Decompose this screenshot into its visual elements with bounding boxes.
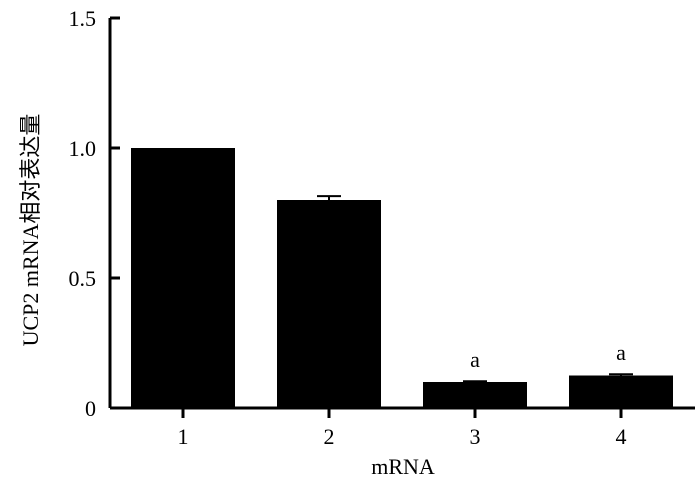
y-ticks-group: 0 0.5 1.0 1.5 [69,6,120,421]
x-axis-label: mRNA [371,454,435,479]
bar [277,200,381,408]
y-tick-label: 0.5 [69,266,97,291]
y-axis-label: UCP2 mRNA相对表达量 [18,114,43,347]
x-tick-label: 4 [616,424,627,449]
x-tick-label: 1 [178,424,189,449]
x-tick-label: 2 [324,424,335,449]
bar [131,148,235,408]
bar [569,375,673,408]
significance-label: a [616,340,626,365]
x-tick-label: 3 [470,424,481,449]
bars-group [131,148,673,408]
y-tick-label: 0 [85,396,96,421]
y-tick-label: 1.5 [69,6,97,31]
bar [423,382,527,408]
error-bars-group [317,195,633,383]
x-ticks-group: 1 2 3 4 [178,408,627,449]
y-tick-label: 1.0 [69,136,97,161]
significance-label: a [470,347,480,372]
